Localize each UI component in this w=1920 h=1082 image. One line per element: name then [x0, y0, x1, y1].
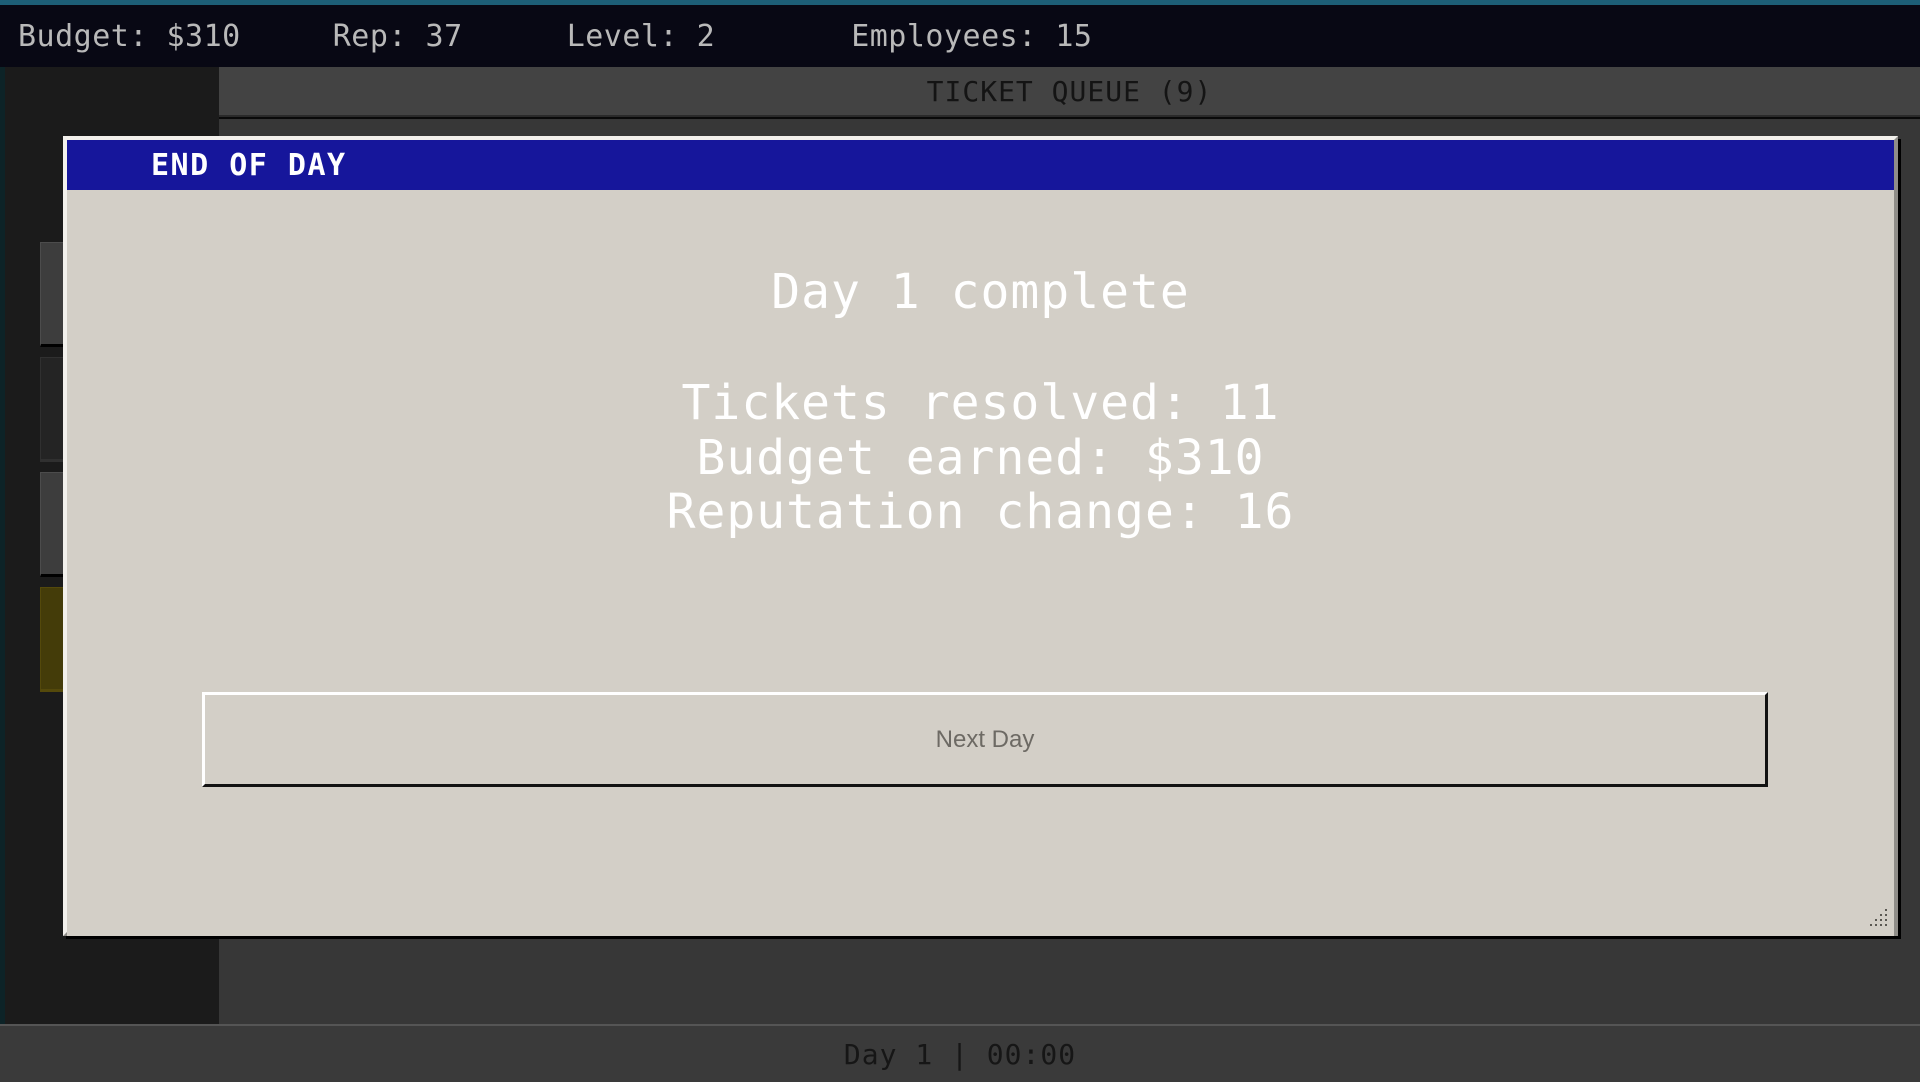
- ticket-queue-header: TICKET QUEUE (9): [219, 67, 1920, 117]
- hud-status-bar: Budget: $310 Rep: 37 Level: 2 Employees:…: [0, 5, 1920, 67]
- hud-reputation: Rep: 37: [332, 18, 463, 54]
- day-summary-stats: Tickets resolved: 11 Budget earned: $310…: [67, 376, 1894, 540]
- next-day-button-label: Next Day: [935, 725, 1035, 753]
- dialog-titlebar[interactable]: END OF DAY: [67, 140, 1894, 190]
- day-clock: Day 1 | 00:00: [843, 1037, 1077, 1071]
- dialog-title: END OF DAY: [151, 147, 347, 183]
- day-complete-headline: Day 1 complete: [771, 264, 1190, 320]
- hud-employees: Employees: 15: [851, 18, 1093, 54]
- stat-budget-earned: Budget earned: $310: [696, 429, 1265, 486]
- hud-budget: Budget: $310: [18, 18, 241, 54]
- stat-tickets-resolved: Tickets resolved: 11: [681, 375, 1280, 431]
- resize-grip-icon[interactable]: [1868, 906, 1890, 928]
- end-of-day-dialog: END OF DAY Day 1 complete Tickets resolv…: [63, 136, 1898, 936]
- top-accent-line: [0, 0, 1920, 5]
- next-day-button[interactable]: Next Day: [202, 692, 1768, 787]
- dialog-body: Day 1 complete Tickets resolved: 11 Budg…: [67, 190, 1894, 936]
- hud-level: Level: 2: [566, 18, 716, 54]
- footer-status-bar: Day 1 | 00:00: [0, 1024, 1920, 1082]
- stat-reputation-change: Reputation change: 16: [666, 484, 1295, 541]
- ticket-queue-title: TICKET QUEUE (9): [926, 74, 1213, 108]
